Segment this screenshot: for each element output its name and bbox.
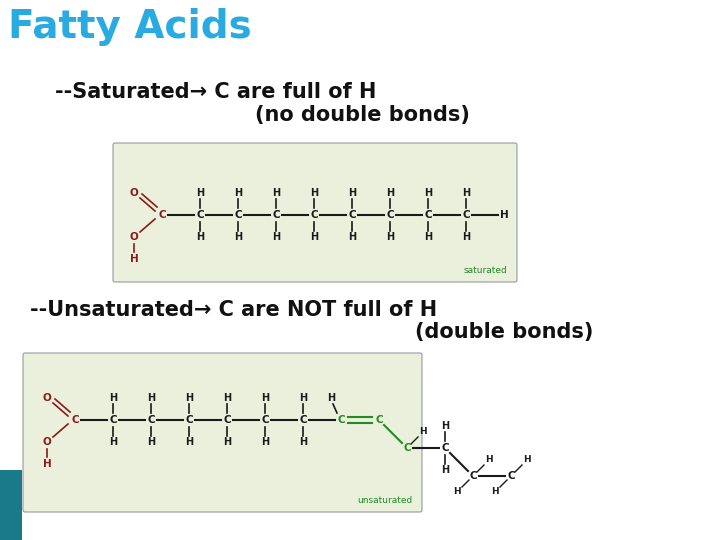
Text: O: O — [42, 393, 51, 403]
Text: C: C — [386, 210, 394, 220]
Text: H: H — [196, 188, 204, 198]
Text: C: C — [300, 415, 307, 425]
Text: O: O — [130, 188, 138, 198]
Text: H: H — [109, 437, 117, 447]
Text: H: H — [223, 393, 231, 403]
Text: H: H — [185, 393, 193, 403]
Text: H: H — [386, 232, 394, 242]
Bar — [0, 470, 22, 540]
Text: H: H — [196, 232, 204, 242]
Text: O: O — [130, 232, 138, 242]
Text: H: H — [310, 232, 318, 242]
Text: H: H — [441, 421, 449, 431]
Text: H: H — [147, 437, 155, 447]
Text: C: C — [71, 415, 78, 425]
Text: C: C — [185, 415, 193, 425]
Text: C: C — [441, 443, 449, 453]
Text: H: H — [424, 232, 432, 242]
Text: H: H — [234, 232, 242, 242]
Text: C: C — [147, 415, 155, 425]
Text: C: C — [272, 210, 280, 220]
Text: C: C — [424, 210, 432, 220]
Text: C: C — [234, 210, 242, 220]
FancyBboxPatch shape — [23, 353, 422, 512]
Text: C: C — [337, 415, 345, 425]
Text: H: H — [441, 465, 449, 475]
Text: (double bonds): (double bonds) — [415, 322, 593, 342]
Text: H: H — [491, 488, 499, 496]
Text: C: C — [375, 415, 383, 425]
Text: C: C — [469, 471, 477, 481]
Text: H: H — [419, 428, 427, 436]
Text: --Saturated→ C are full of H: --Saturated→ C are full of H — [55, 82, 377, 102]
Text: H: H — [485, 456, 492, 464]
Text: H: H — [42, 459, 51, 469]
Text: H: H — [147, 393, 155, 403]
Text: O: O — [42, 437, 51, 447]
Text: H: H — [130, 254, 138, 264]
FancyBboxPatch shape — [113, 143, 517, 282]
Text: C: C — [196, 210, 204, 220]
Text: H: H — [299, 437, 307, 447]
Text: H: H — [500, 210, 508, 220]
Text: unsaturated: unsaturated — [356, 496, 412, 505]
Text: H: H — [523, 456, 531, 464]
Text: C: C — [158, 210, 166, 220]
Text: H: H — [386, 188, 394, 198]
Text: H: H — [348, 232, 356, 242]
Text: Fatty Acids: Fatty Acids — [8, 8, 252, 46]
Text: H: H — [348, 188, 356, 198]
Text: (no double bonds): (no double bonds) — [255, 105, 470, 125]
Text: H: H — [462, 188, 470, 198]
Text: H: H — [234, 188, 242, 198]
Text: H: H — [109, 393, 117, 403]
Text: --Unsaturated→ C are NOT full of H: --Unsaturated→ C are NOT full of H — [30, 300, 437, 320]
Text: C: C — [223, 415, 231, 425]
Text: H: H — [327, 393, 335, 403]
Text: H: H — [299, 393, 307, 403]
Text: H: H — [424, 188, 432, 198]
Text: H: H — [272, 188, 280, 198]
Text: H: H — [272, 232, 280, 242]
Text: C: C — [507, 471, 515, 481]
Text: H: H — [462, 232, 470, 242]
Text: C: C — [310, 210, 318, 220]
Text: C: C — [403, 443, 411, 453]
Text: saturated: saturated — [463, 266, 507, 275]
Text: H: H — [261, 393, 269, 403]
Text: H: H — [453, 488, 461, 496]
Text: H: H — [223, 437, 231, 447]
Text: H: H — [310, 188, 318, 198]
Text: H: H — [261, 437, 269, 447]
Text: C: C — [109, 415, 117, 425]
Text: C: C — [348, 210, 356, 220]
Text: C: C — [261, 415, 269, 425]
Text: C: C — [462, 210, 470, 220]
Text: H: H — [185, 437, 193, 447]
